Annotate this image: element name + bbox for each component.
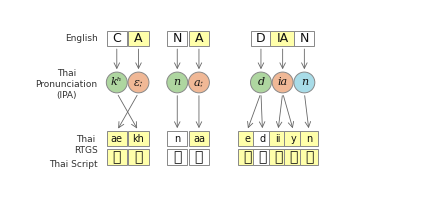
Text: kh: kh [132,134,144,144]
Bar [270,31,295,46]
Text: N: N [299,32,309,45]
Ellipse shape [128,72,149,93]
Text: D: D [256,32,266,45]
Text: า: า [195,150,203,164]
Bar [167,131,187,146]
Bar [294,31,314,46]
Bar [189,31,209,46]
Text: n: n [174,134,180,144]
Text: d: d [259,134,265,144]
Bar [269,131,287,146]
Text: e: e [244,134,250,144]
Text: ด: ด [258,150,267,164]
Text: แ: แ [112,150,121,164]
Text: d: d [257,77,265,88]
Text: Thai
RTGS: Thai RTGS [74,135,98,155]
Text: น: น [173,150,181,164]
Bar [107,150,127,165]
Text: ɛː: ɛː [134,77,144,88]
Text: ๊: ๊ [274,150,282,164]
Ellipse shape [272,72,293,93]
Text: ii: ii [275,134,281,144]
Bar [238,131,256,146]
Text: A: A [134,32,143,45]
Text: น: น [305,150,313,164]
Bar [107,31,127,46]
Text: C: C [112,32,121,45]
Text: ia: ia [278,77,288,88]
Bar [107,131,127,146]
Bar [253,150,272,165]
Text: ย: ย [289,150,298,164]
Bar [251,31,271,46]
Bar [284,150,303,165]
Bar [128,150,149,165]
Bar [189,150,209,165]
Text: ae: ae [111,134,123,144]
Text: A: A [195,32,203,45]
Bar [300,131,318,146]
Bar [238,150,256,165]
Text: n: n [306,134,312,144]
Text: Thai Script: Thai Script [49,160,98,169]
Bar [167,31,187,46]
Bar [167,150,187,165]
Text: English: English [65,34,98,43]
Text: เ: เ [243,150,251,164]
Bar [189,131,209,146]
Ellipse shape [106,72,127,93]
Text: N: N [173,32,182,45]
Bar [300,150,318,165]
Text: aa: aa [193,134,205,144]
Text: n: n [301,77,308,88]
Text: y: y [291,134,296,144]
Ellipse shape [188,72,210,93]
Ellipse shape [294,72,315,93]
Text: n: n [174,77,181,88]
Bar [128,31,149,46]
Bar [128,131,149,146]
Bar [284,131,303,146]
Bar [269,150,287,165]
Ellipse shape [250,72,271,93]
Text: aː: aː [194,77,204,88]
Bar [253,131,272,146]
Ellipse shape [167,72,188,93]
Text: ค: ค [134,150,143,164]
Text: Thai
Pronunciation
(IPA): Thai Pronunciation (IPA) [35,69,98,100]
Text: IA: IA [276,32,289,45]
Text: kʰ: kʰ [111,77,123,88]
